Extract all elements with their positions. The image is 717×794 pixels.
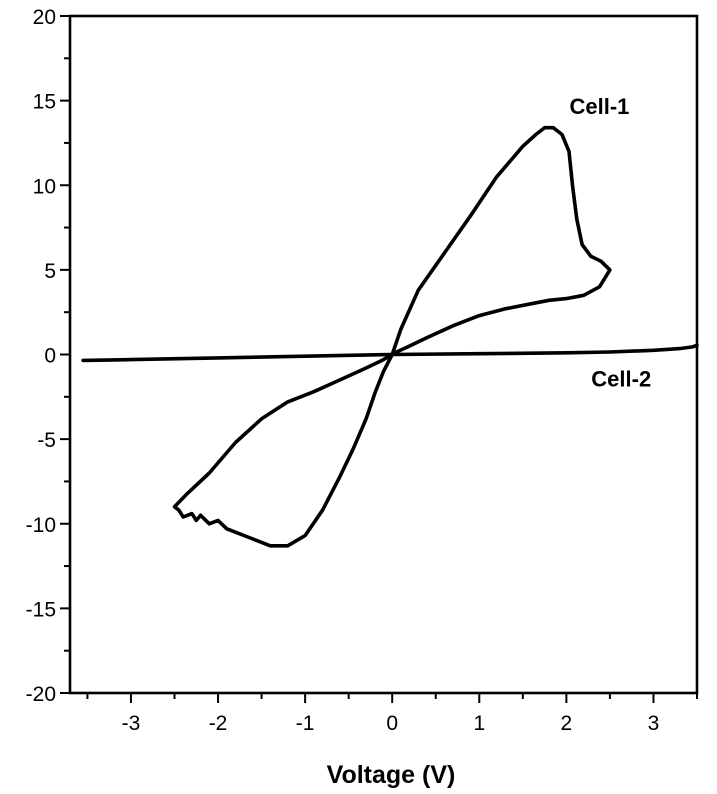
y-tick-label: -15 <box>26 598 56 621</box>
x-tick-label: 1 <box>473 712 485 735</box>
series-labels: Cell-1 Cell-2 <box>570 94 652 391</box>
x-tick-labels: -3 -2 -1 0 1 2 3 <box>122 712 660 735</box>
x-tick-label: -3 <box>122 712 141 735</box>
y-tick-label: -5 <box>37 429 56 452</box>
x-tick-label: -2 <box>209 712 228 735</box>
series-label-1: Cell-1 <box>570 94 630 119</box>
y-tick-label: 20 <box>33 6 56 29</box>
axis-ticks <box>60 15 698 703</box>
x-axis-title: Voltage (V) <box>327 761 456 789</box>
y-tick-label: -10 <box>26 514 56 537</box>
series-line-2 <box>81 343 699 363</box>
y-tick-label: 10 <box>33 175 56 198</box>
y-tick-labels: -20 -15 -10 -5 0 5 10 15 20 <box>26 6 56 706</box>
y-tick-label: -20 <box>26 683 56 706</box>
y-tick-label: 5 <box>44 260 56 283</box>
y-tick-label: 0 <box>44 345 56 368</box>
x-tick-label: 3 <box>648 712 660 735</box>
x-tick-label: 0 <box>386 712 398 735</box>
series-curves <box>81 125 699 548</box>
series-line-1 <box>172 125 612 548</box>
series-label-2: Cell-2 <box>591 367 651 392</box>
x-tick-label: -1 <box>296 712 315 735</box>
x-tick-label: 2 <box>561 712 573 735</box>
y-tick-label: 15 <box>33 91 56 114</box>
